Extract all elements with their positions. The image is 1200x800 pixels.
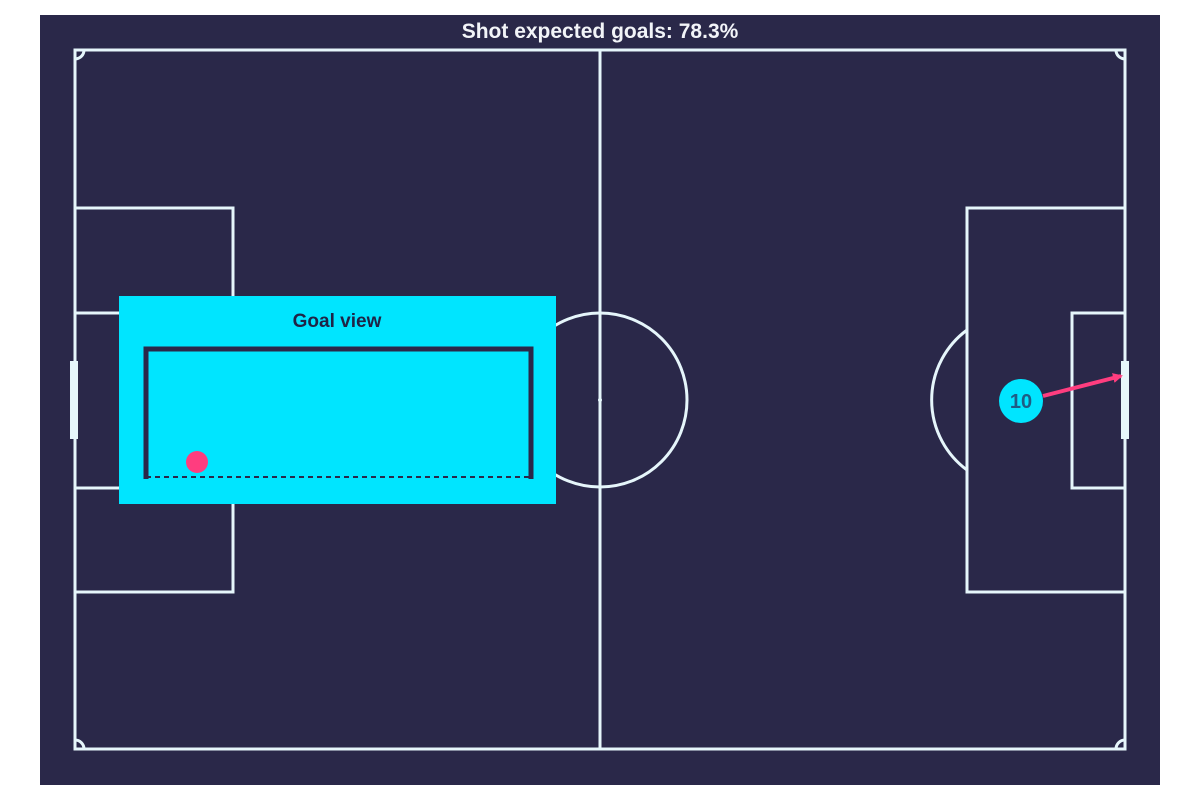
- right-penalty-area: [965, 206, 1127, 594]
- right-goal: [1121, 361, 1129, 439]
- center-spot: [598, 398, 602, 402]
- chart-title: Shot expected goals: 78.3%: [462, 20, 739, 43]
- corner-arc-top-left: [74, 49, 86, 61]
- goal-view-inset: Goal view: [119, 296, 556, 504]
- corner-arc-bottom-left: [74, 738, 86, 750]
- corner-arc-bottom-right: [1114, 738, 1126, 750]
- corner-arc-top-right: [1114, 49, 1126, 61]
- goal-view-title: Goal view: [293, 311, 382, 332]
- player-number: 10: [1010, 391, 1032, 413]
- shot-marker-group: 10: [999, 373, 1123, 423]
- player-marker: [999, 379, 1043, 423]
- goal-frame: [143, 346, 534, 479]
- pitch-figure: Shot expected goals: 78.3%: [40, 15, 1160, 785]
- pitch-canvas: Shot expected goals: 78.3%: [70, 20, 1129, 751]
- shot-location-dot: [186, 451, 208, 473]
- right-goal-area: [1070, 311, 1127, 490]
- right-penalty-arc: [930, 328, 968, 472]
- pitch-markings: [70, 48, 1129, 751]
- left-goal: [70, 361, 78, 439]
- shot-arrow: [1042, 373, 1123, 398]
